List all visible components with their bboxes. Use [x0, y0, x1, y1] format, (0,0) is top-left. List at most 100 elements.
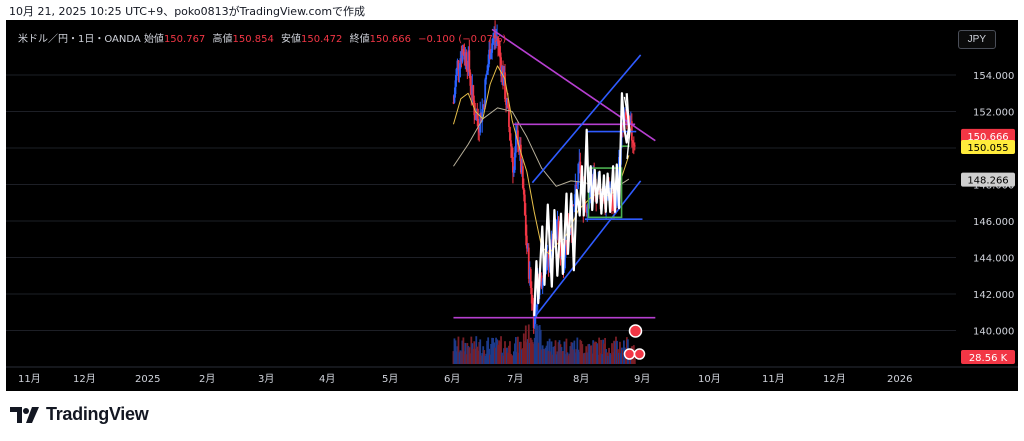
volume-bar — [489, 354, 492, 364]
candle — [487, 63, 490, 71]
volume-bar — [595, 341, 598, 364]
forecast-arrow — [623, 96, 631, 160]
volume-bar — [571, 342, 574, 364]
event-icon — [623, 348, 636, 360]
tradingview-logo-icon — [10, 406, 39, 423]
volume-bar — [457, 336, 460, 364]
volume-bar — [586, 352, 589, 364]
volume-bar — [566, 352, 569, 364]
brand-name: TradingView — [46, 404, 149, 424]
volume-bar — [577, 349, 580, 364]
volume-bar — [606, 352, 608, 364]
x-tick-label: 7月 — [507, 373, 523, 385]
candle — [459, 58, 462, 69]
candle — [455, 68, 458, 81]
currency-button[interactable]: JPY — [957, 30, 996, 49]
volume-bar — [619, 341, 621, 364]
volume-bar — [496, 339, 498, 364]
volume-bar — [519, 341, 522, 364]
volume-bar — [605, 348, 607, 364]
price-tag — [961, 139, 1015, 154]
candle — [506, 100, 508, 105]
volume-bar — [481, 353, 484, 364]
candle — [624, 112, 627, 118]
volume-bar — [538, 325, 541, 364]
volume-bar — [555, 354, 558, 364]
candle — [492, 38, 495, 44]
candle — [528, 269, 531, 279]
volume-bar — [509, 341, 511, 364]
volume-bar — [521, 348, 524, 364]
volume-bar — [540, 349, 543, 364]
candle — [472, 85, 475, 101]
candle — [453, 93, 456, 103]
volume-bar — [478, 342, 481, 364]
volume-bar — [558, 340, 561, 364]
y-tick-label: 142.000 — [973, 290, 1014, 301]
volume-bar — [487, 337, 490, 364]
candle — [573, 203, 576, 205]
volume-bar — [473, 341, 476, 364]
y-tick-label: 140.000 — [973, 327, 1014, 338]
volume-bar — [610, 354, 612, 364]
volume-bar — [616, 340, 618, 364]
volume-bar — [456, 346, 459, 364]
ohlc-legend: 米ドル／円・1日・OANDA 始値150.767 高値150.854 安値150… — [18, 30, 510, 45]
volume-bar — [468, 347, 471, 364]
candle — [527, 247, 530, 279]
candle — [474, 115, 477, 120]
volume-bar — [455, 351, 458, 364]
x-tick-label: 2月 — [199, 373, 215, 385]
chart-frame[interactable]: 154.000152.000150.000148.000146.000144.0… — [6, 20, 1018, 391]
candle — [476, 114, 479, 119]
volume-bar — [518, 341, 521, 364]
candle — [503, 72, 505, 86]
candle — [519, 144, 522, 173]
volume-bar — [491, 337, 494, 364]
volume-bar — [494, 347, 496, 364]
volume-bar — [598, 337, 601, 364]
high-label: 高値 — [212, 34, 233, 45]
candle — [569, 231, 572, 234]
volume-bar — [583, 353, 586, 364]
volume-bar — [469, 353, 472, 364]
volume-bar — [608, 347, 610, 364]
volume-bar — [477, 350, 480, 364]
candle — [575, 185, 578, 187]
volume-bar — [536, 325, 539, 364]
volume-bar — [464, 342, 467, 364]
volume-tag — [961, 350, 1015, 364]
candle — [521, 166, 524, 188]
volume-bar — [527, 324, 530, 364]
price-chart[interactable]: 154.000152.000150.000148.000146.000144.0… — [6, 20, 1018, 391]
x-tick-label: 10月 — [698, 373, 721, 385]
candle — [501, 67, 503, 77]
volume-bar — [495, 337, 497, 364]
volume-bar — [514, 337, 517, 364]
volume-bar — [466, 343, 469, 364]
price-tag-label: 148.266 — [967, 176, 1008, 187]
candle — [470, 85, 473, 95]
low-label: 安値 — [281, 34, 302, 45]
volume-bar — [552, 346, 555, 364]
volume-bar — [603, 343, 605, 364]
volume-bar — [520, 349, 523, 364]
candle — [570, 231, 573, 234]
price-tag — [961, 172, 1015, 187]
volume-bar — [600, 339, 603, 364]
x-tick-label: 4月 — [319, 373, 335, 385]
candle — [559, 236, 562, 259]
volume-bar — [544, 347, 547, 364]
volume-bar — [620, 353, 622, 364]
volume-bar — [508, 345, 510, 364]
candle — [616, 184, 618, 206]
volume-bar — [506, 347, 508, 364]
volume-bar — [474, 348, 477, 364]
chart-caption: 10月 21, 2025 10:25 UTC+9、poko0813がTradin… — [9, 5, 366, 18]
volume-bar — [535, 324, 538, 364]
volume-bar — [543, 349, 546, 364]
candle — [458, 68, 461, 71]
volume-bar — [523, 341, 526, 364]
candle — [512, 157, 514, 173]
price-axis — [956, 20, 1018, 391]
